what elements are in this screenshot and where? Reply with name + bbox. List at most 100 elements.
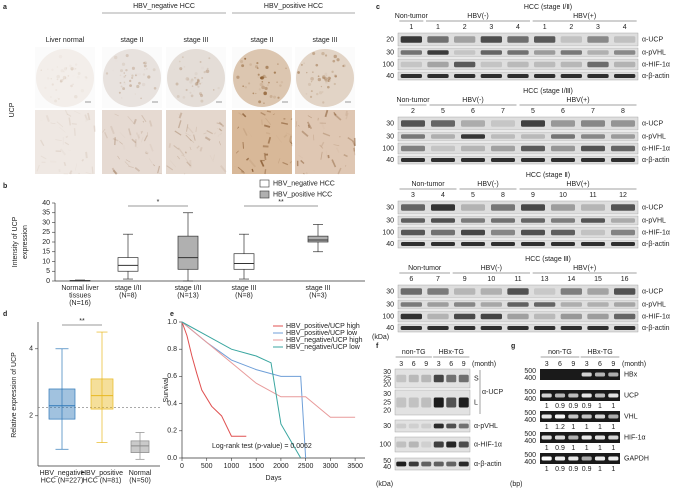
- stain-streak: [135, 132, 141, 139]
- stain-streak: [184, 132, 191, 137]
- stain-dot: [327, 78, 331, 82]
- blot-band: [454, 326, 476, 330]
- blot-band: [614, 74, 636, 78]
- quant-value: 1: [585, 445, 589, 452]
- stain-dot: [273, 95, 277, 99]
- block-title: HCC (stage Ⅰ/Ⅱ): [524, 4, 572, 11]
- y-tick-label: 4: [29, 346, 33, 353]
- blot-band: [446, 461, 457, 467]
- x-tick-label: HCC (N=227): [41, 477, 84, 484]
- gel-band: [581, 456, 592, 461]
- stain-streak: [216, 122, 222, 126]
- gel-band: [608, 435, 619, 440]
- stain-streak: [134, 167, 141, 172]
- stain-streak: [333, 111, 337, 116]
- stain-streak: [186, 124, 189, 132]
- lane-label: 8: [621, 108, 625, 115]
- blot-band: [396, 397, 407, 408]
- stain-streak: [40, 155, 47, 160]
- stain-streak: [145, 150, 149, 154]
- x-tick-label: tissues: [69, 292, 91, 299]
- marker-label: 100: [382, 61, 394, 68]
- stain-dot: [333, 74, 337, 78]
- blot-band: [551, 145, 575, 152]
- quant-value: 1: [611, 403, 615, 410]
- stain-dot: [342, 64, 346, 68]
- blot-band: [521, 229, 545, 236]
- antibody-label: α-HIF-1α: [642, 229, 670, 236]
- stain-streak: [263, 124, 271, 128]
- survival-curve: [181, 321, 356, 418]
- blot-band: [534, 74, 556, 78]
- group-header: HBV(+): [573, 13, 596, 20]
- blot-band: [427, 288, 449, 295]
- gel-band: [594, 414, 606, 419]
- stain-dot: [63, 67, 68, 71]
- lane-label: 2: [463, 24, 467, 31]
- stain-streak: [185, 134, 192, 142]
- blot-band: [458, 397, 469, 408]
- blot-band: [480, 313, 502, 320]
- blot-strip: [397, 155, 639, 165]
- blot-band: [401, 158, 425, 162]
- stain-streak: [119, 141, 123, 145]
- stain-dot: [285, 67, 287, 70]
- stain-streak: [45, 114, 50, 122]
- stain-dot: [142, 61, 146, 65]
- stain-dot: [322, 101, 325, 104]
- stain-streak: [66, 113, 72, 117]
- stain-streak: [112, 137, 119, 142]
- stain-dot: [65, 67, 68, 69]
- lane-label: 8: [501, 192, 505, 199]
- stain-dot: [124, 74, 127, 77]
- stain-streak: [93, 125, 96, 132]
- stain-streak: [85, 172, 92, 175]
- lane-label: 3: [545, 361, 549, 368]
- marker-label: 500: [524, 410, 536, 417]
- gel-band: [541, 435, 552, 440]
- marker-label: 500: [524, 452, 536, 459]
- group-header: HBV(+): [573, 265, 596, 272]
- blot-band: [551, 158, 575, 162]
- stain-streak: [189, 139, 195, 143]
- blot-band: [431, 204, 455, 211]
- stain-dot: [279, 84, 282, 87]
- blot-band: [587, 61, 609, 68]
- gel-band: [608, 393, 619, 398]
- stain-dot: [320, 85, 323, 88]
- group-header: Non-tumor: [395, 13, 429, 20]
- blot-band: [581, 158, 605, 162]
- blot-band: [551, 120, 575, 127]
- lane-label: 6: [561, 108, 565, 115]
- lane-label: 6: [412, 361, 416, 368]
- row-label: UCP: [624, 392, 639, 399]
- stain-dot: [199, 94, 204, 98]
- blot-strip: [397, 58, 639, 71]
- stain-dot: [59, 80, 63, 83]
- stain-dot: [81, 89, 84, 92]
- marker-label: 500: [524, 389, 536, 396]
- blot-band: [396, 461, 407, 467]
- stain-dot: [342, 64, 345, 68]
- stain-streak: [114, 113, 119, 117]
- lane-label: 3: [585, 361, 589, 368]
- stain-dot: [143, 68, 146, 71]
- stain-dot: [64, 77, 67, 79]
- stain-dot: [131, 76, 134, 80]
- antibody-label: α-HIF-1α: [642, 145, 670, 152]
- stain-streak: [277, 158, 281, 164]
- blot-band: [587, 50, 609, 55]
- blot-band: [461, 242, 485, 246]
- stain-dot: [191, 85, 194, 87]
- stain-dot: [57, 97, 58, 98]
- lane-label: 15: [594, 276, 602, 283]
- stain-dot: [51, 69, 53, 71]
- group-header: HBV(-): [467, 13, 488, 20]
- y-tick-label: 20: [42, 239, 50, 246]
- group-header: Non-tumor: [408, 265, 442, 272]
- stain-dot: [62, 78, 65, 81]
- y-tick-label: 35: [42, 210, 50, 217]
- stain-dot: [254, 65, 258, 69]
- x-tick-label: 0: [180, 463, 184, 470]
- stain-dot: [56, 74, 60, 79]
